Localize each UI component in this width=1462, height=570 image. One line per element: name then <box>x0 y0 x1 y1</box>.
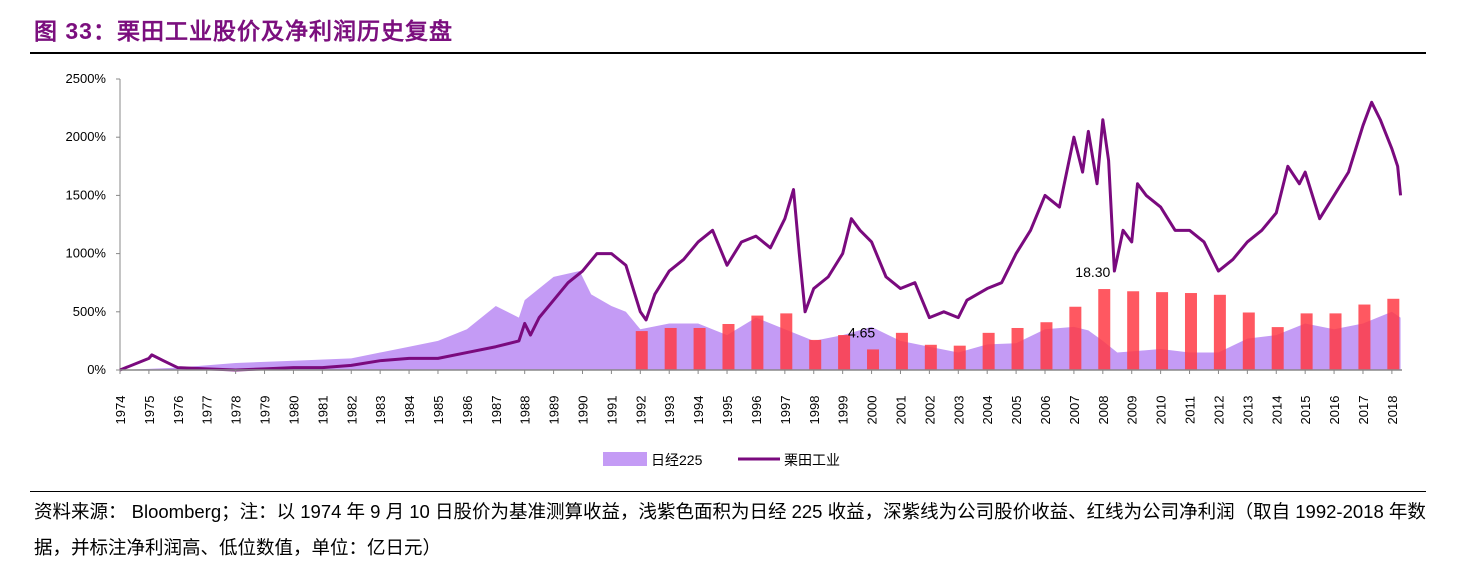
x-tick-label-1994: 1994 <box>691 396 706 425</box>
x-tick-label-2001: 2001 <box>893 396 908 425</box>
x-tick-label-2005: 2005 <box>1009 396 1024 425</box>
profit-bar-1998 <box>809 339 822 370</box>
profit-bar-1993 <box>664 327 677 370</box>
x-tick-label-2014: 2014 <box>1269 396 1284 425</box>
x-tick-label-2009: 2009 <box>1125 396 1140 425</box>
profit-bar-2016 <box>1329 313 1342 370</box>
x-tick-label-1976: 1976 <box>171 396 186 425</box>
x-tick-label-1978: 1978 <box>229 396 244 425</box>
profit-bar-2001 <box>895 332 908 370</box>
y-tick-label: 0% <box>87 362 106 377</box>
x-tick-label-1993: 1993 <box>662 396 677 425</box>
profit-bar-2013 <box>1242 312 1255 370</box>
y-tick-label: 1000% <box>66 246 107 261</box>
figure-title: 图 33：栗田工业股价及净利润历史复盘 <box>34 18 453 44</box>
profit-bar-1995 <box>722 323 735 370</box>
profit-bar-2000 <box>867 349 880 370</box>
x-tick-label-1998: 1998 <box>807 396 822 425</box>
y-tick-label: 1500% <box>66 187 107 202</box>
x-tick-label-1986: 1986 <box>460 396 475 425</box>
profit-bar-1997 <box>780 313 793 370</box>
x-tick-label-2017: 2017 <box>1356 396 1371 425</box>
y-tick-label: 2500% <box>66 71 107 86</box>
x-tick-label-1984: 1984 <box>402 396 417 425</box>
x-tick-label-2010: 2010 <box>1154 396 1169 425</box>
x-tick-label-2004: 2004 <box>980 396 995 425</box>
legend-nikkei-swatch <box>603 452 647 466</box>
profit-bar-2005 <box>1011 327 1024 370</box>
profit-label-2008: 18.30 <box>1075 264 1110 280</box>
profit-bar-1996 <box>751 315 764 370</box>
x-tick-label-1985: 1985 <box>431 396 446 425</box>
x-tick-label-2015: 2015 <box>1298 396 1313 425</box>
x-tick-label-2007: 2007 <box>1067 396 1082 425</box>
y-tick-label: 2000% <box>66 129 107 144</box>
x-tick-label-2013: 2013 <box>1240 396 1255 425</box>
profit-bar-1999 <box>838 335 851 370</box>
profit-bar-2007 <box>1069 306 1082 370</box>
x-tick-label-1982: 1982 <box>344 396 359 425</box>
x-tick-label-1992: 1992 <box>633 396 648 425</box>
x-tick-label-2012: 2012 <box>1211 396 1226 425</box>
x-tick-label-1981: 1981 <box>315 396 330 425</box>
x-tick-label-2016: 2016 <box>1327 396 1342 425</box>
x-tick-label-1999: 1999 <box>836 396 851 425</box>
x-tick-label-2006: 2006 <box>1038 396 1053 425</box>
source-note: 资料来源： Bloomberg；注：以 1974 年 9 月 10 日股价为基准… <box>34 501 1426 558</box>
x-tick-label-1988: 1988 <box>518 396 533 425</box>
profit-bar-2006 <box>1040 322 1053 370</box>
y-tick-label: 500% <box>73 304 107 319</box>
x-tick-label-1987: 1987 <box>489 396 504 425</box>
profit-bar-2017 <box>1358 304 1371 370</box>
x-tick-label-2000: 2000 <box>865 396 880 425</box>
x-tick-label-1997: 1997 <box>778 396 793 425</box>
x-tick-label-2018: 2018 <box>1385 396 1400 425</box>
profit-bar-2002 <box>924 344 937 370</box>
chart: 0% 500% 1000% 1500% 2000% 2500% 4.65 18.30 1974 1… <box>66 71 1403 468</box>
x-tick-label-2011: 2011 <box>1183 396 1198 424</box>
profit-bar-2014 <box>1271 327 1284 370</box>
legend-nikkei-label: 日经225 <box>651 452 703 468</box>
profit-label-2000: 4.65 <box>848 324 875 340</box>
profit-bar-2010 <box>1156 292 1169 370</box>
profit-bar-2008 <box>1098 289 1111 370</box>
x-tick-label-1991: 1991 <box>604 396 619 425</box>
x-tick-label-1983: 1983 <box>373 396 388 425</box>
profit-bar-2009 <box>1127 291 1140 370</box>
x-tick-label-1989: 1989 <box>547 396 562 425</box>
x-tick-label-1979: 1979 <box>258 396 273 425</box>
title-rule <box>30 52 1426 54</box>
profit-bar-2003 <box>953 345 966 370</box>
kurita-line <box>119 100 1403 372</box>
x-tick-label-2008: 2008 <box>1096 396 1111 425</box>
x-tick-label-1996: 1996 <box>749 396 764 425</box>
profit-bar-1994 <box>693 327 706 370</box>
profit-bar-2004 <box>982 332 995 370</box>
x-tick-label-2002: 2002 <box>922 396 937 425</box>
x-tick-label-1974: 1974 <box>113 396 128 425</box>
legend-kurita-label: 栗田工业 <box>784 452 840 468</box>
x-tick-label-1977: 1977 <box>200 396 215 425</box>
profit-bar-2012 <box>1213 294 1226 370</box>
x-tick-label-1990: 1990 <box>576 396 591 425</box>
profit-bar-2015 <box>1300 313 1313 370</box>
x-tick-label-1995: 1995 <box>720 396 735 425</box>
x-tick-label-2003: 2003 <box>951 396 966 425</box>
profit-bar-2018 <box>1387 298 1400 370</box>
note-rule <box>30 491 1426 492</box>
profit-bar-2011 <box>1184 293 1197 370</box>
profit-bar-1992 <box>635 331 648 370</box>
x-tick-label-1975: 1975 <box>142 396 157 425</box>
x-tick-label-1980: 1980 <box>286 396 301 425</box>
